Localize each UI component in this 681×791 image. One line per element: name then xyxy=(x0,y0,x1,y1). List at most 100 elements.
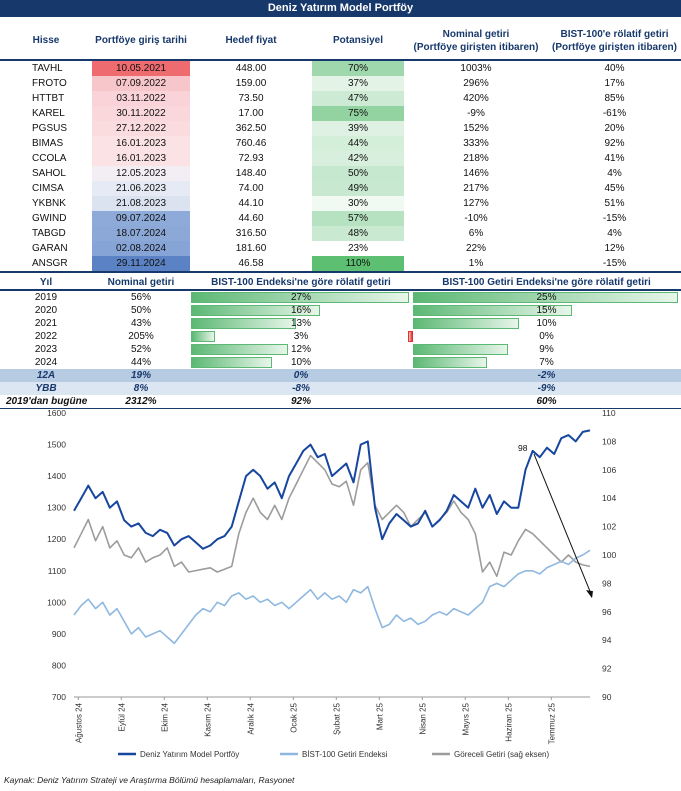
table-row: TAVHL 10.05.2021 448.00 70% 1003% 40% xyxy=(0,60,681,76)
target-price-cell: 760.46 xyxy=(235,138,267,149)
nominal-return-cell: -9% xyxy=(467,108,485,119)
target-price-cell: 74.00 xyxy=(238,183,264,194)
target-price-cell: 44.60 xyxy=(238,213,264,224)
table-row: YKBNK 21.08.2023 44.10 30% 127% 51% xyxy=(0,196,681,211)
nominal-return-cell: 22% xyxy=(465,243,486,254)
data-bar xyxy=(191,318,296,329)
stock-cell: ANSGR xyxy=(0,256,92,273)
nominal-return-cell: 217% xyxy=(463,183,489,194)
stock-cell: SAHOL xyxy=(32,168,66,179)
stock-cell: CIMSA xyxy=(32,183,64,194)
year-row: 2023 52% 12% 9% xyxy=(0,343,681,356)
y-right-tick-label: 104 xyxy=(602,493,616,503)
summary-label: YBB xyxy=(0,382,92,395)
stock-cell: GARAN xyxy=(32,243,68,254)
summary-nominal: 8% xyxy=(92,382,190,395)
target-price-cell: 46.58 xyxy=(190,256,312,273)
date-cell: 21.06.2023 xyxy=(92,181,190,196)
stock-cell: GWIND xyxy=(32,213,67,224)
summary-relative-index: -9% xyxy=(412,382,681,395)
date-cell: 02.08.2024 xyxy=(92,241,190,256)
stock-cell: FROTO xyxy=(32,78,67,89)
page-title: Deniz Yatırım Model Portföy xyxy=(0,0,681,17)
target-price-cell: 362.50 xyxy=(235,123,267,134)
relative-return-index-cell: 10% xyxy=(412,317,681,330)
year-cell: 2023 xyxy=(34,344,58,355)
col-header-0: Hisse xyxy=(32,35,60,46)
table-row: BIMAS 16.01.2023 760.46 44% 333% 92% xyxy=(0,136,681,151)
nominal-return-cell: 52% xyxy=(130,344,151,355)
x-tick-label: Eylül 24 xyxy=(117,702,126,731)
y-right-tick-label: 94 xyxy=(602,635,612,645)
year-row: 2022 205% 3% 0% xyxy=(0,330,681,343)
x-tick-label: Ağustos 24 xyxy=(74,702,83,743)
target-price-cell: 148.40 xyxy=(235,168,267,179)
potential-cell: 48% xyxy=(312,226,404,241)
year-cell: 2019 xyxy=(34,292,58,303)
data-bar xyxy=(191,292,409,303)
data-bar-label: 16% xyxy=(290,305,311,316)
x-tick-label: Aralık 24 xyxy=(246,702,255,734)
x-tick-label: Temmuz 25 xyxy=(547,702,556,744)
year-cell: 2024 xyxy=(34,357,58,368)
data-bar-label: 0% xyxy=(539,331,554,342)
table-row: TABGD 18.07.2024 316.50 48% 6% 4% xyxy=(0,226,681,241)
stock-cell: CCOLA xyxy=(32,153,67,164)
table-row: CIMSA 21.06.2023 74.00 49% 217% 45% xyxy=(0,181,681,196)
nominal-return-cell: 218% xyxy=(463,153,489,164)
date-cell: 16.01.2023 xyxy=(92,136,190,151)
potential-cell: 42% xyxy=(312,151,404,166)
relative-return-cell: 92% xyxy=(604,138,625,149)
y-right-tick-label: 98 xyxy=(602,578,612,588)
nominal-return-cell: 1003% xyxy=(460,63,492,74)
y-right-tick-label: 108 xyxy=(602,436,616,446)
series-line-1 xyxy=(73,549,591,645)
table-row: CCOLA 16.01.2023 72.93 42% 218% 41% xyxy=(0,151,681,166)
data-bar xyxy=(413,305,572,316)
annotation-arrow xyxy=(533,453,593,597)
stock-cell: PGSUS xyxy=(32,123,68,134)
relative-return-cell: 40% xyxy=(604,63,625,74)
data-bar-label: 15% xyxy=(536,305,557,316)
date-cell: 30.11.2022 xyxy=(92,106,190,121)
date-cell: 10.05.2021 xyxy=(92,60,190,76)
potential-cell: 110% xyxy=(312,256,404,273)
data-bar xyxy=(191,331,216,342)
relative-return-index-cell: 0% xyxy=(408,330,681,343)
relative-return-cell: 41% xyxy=(604,153,625,164)
nominal-return-cell: 152% xyxy=(463,123,489,134)
target-price-cell: 73.50 xyxy=(238,93,264,104)
target-price-cell: 72.93 xyxy=(238,153,264,164)
potential-cell: 75% xyxy=(312,106,404,121)
data-bar xyxy=(191,357,272,368)
target-price-cell: 159.00 xyxy=(235,78,267,89)
nominal-return-cell: 44% xyxy=(130,357,151,368)
nominal-return-cell: 6% xyxy=(468,228,484,239)
y-left-tick-label: 800 xyxy=(52,660,66,670)
col-header-2: Hedef fiyat xyxy=(225,35,277,46)
col-header-3: Potansiyel xyxy=(332,35,384,46)
year-cell: 2020 xyxy=(34,305,58,316)
year-cell: 2021 xyxy=(34,318,58,329)
nominal-return-cell: 56% xyxy=(130,292,151,303)
potential-cell: 23% xyxy=(312,241,404,256)
y-right-tick-label: 110 xyxy=(602,408,616,418)
data-bar-label: 27% xyxy=(290,292,311,303)
relative-return-cell: 85% xyxy=(604,93,625,104)
x-tick-label: Ocak 25 xyxy=(289,702,298,732)
target-price-cell: 448.00 xyxy=(235,63,267,74)
annotation-arrowhead xyxy=(586,590,593,599)
relative-return-bist-cell: 13% xyxy=(190,317,412,330)
data-bar-label: 10% xyxy=(290,357,311,368)
y-left-tick-label: 1100 xyxy=(48,566,67,576)
col-header-5: BIST-100'e rölatif getiri (Portföye giriş… xyxy=(551,28,677,53)
relative-return-index-cell: 25% xyxy=(412,290,681,304)
series-line-0 xyxy=(73,429,591,550)
x-tick-label: Nisan 25 xyxy=(418,702,427,734)
table-row: SAHOL 12.05.2023 148.40 50% 146% 4% xyxy=(0,166,681,181)
potential-cell: 70% xyxy=(312,60,404,76)
year-row: 2021 43% 13% 10% xyxy=(0,317,681,330)
date-cell: 03.11.2022 xyxy=(92,91,190,106)
date-cell: 09.07.2024 xyxy=(92,211,190,226)
y-left-tick-label: 700 xyxy=(52,692,66,702)
